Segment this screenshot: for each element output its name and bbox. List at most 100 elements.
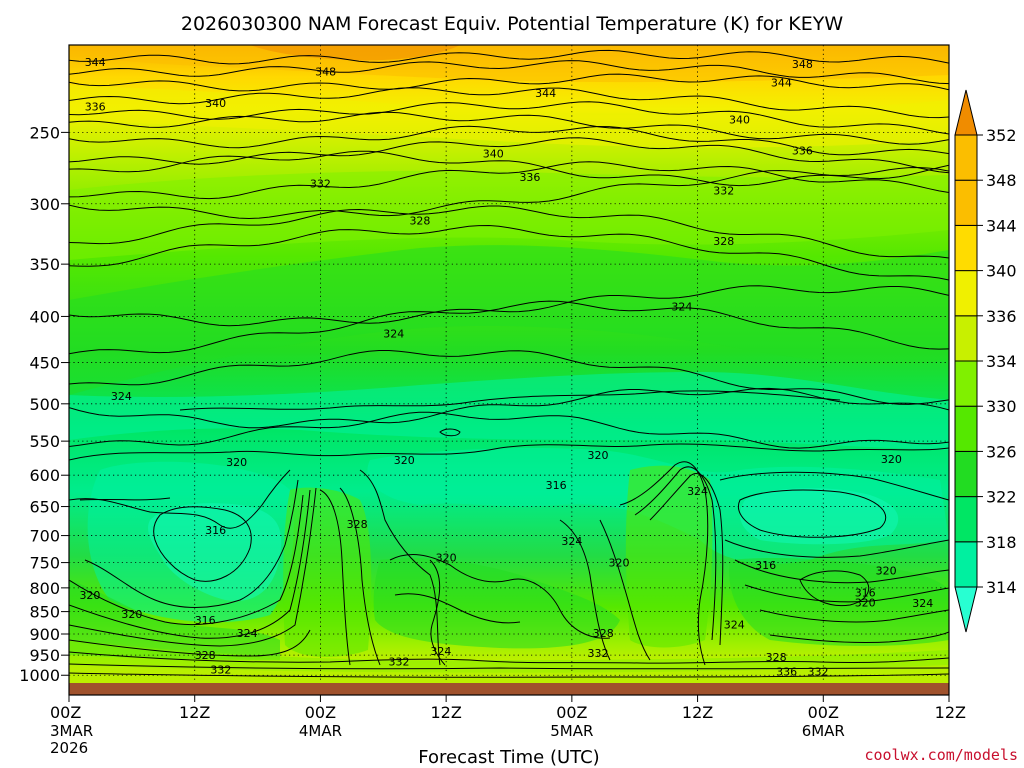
contour-line	[559, 519, 611, 661]
x-tick-label: 00Z	[305, 703, 336, 722]
contour-label: 336	[776, 665, 797, 678]
contour-line	[69, 49, 949, 65]
contour-label: 316	[205, 524, 226, 537]
contour-line	[724, 539, 949, 558]
contour-line	[69, 411, 949, 449]
credit-text: coolwx.com/models	[864, 746, 1018, 764]
contour-label: 348	[315, 65, 336, 78]
contour-line	[737, 489, 887, 538]
contour-line	[339, 487, 381, 666]
contour-line	[759, 609, 949, 623]
contour-line	[619, 461, 709, 666]
field-patch	[87, 461, 294, 623]
contour-label: 320	[588, 449, 609, 462]
contour-line	[84, 479, 299, 608]
x-tick-label: 12Z	[935, 703, 966, 722]
colorbar: 314 318 322 326 330 334 336 340 344 348 352	[954, 89, 1017, 633]
contour-line	[69, 73, 949, 92]
y-tick-label: 600	[29, 466, 60, 485]
contour-line	[179, 390, 841, 411]
contour-label: 332	[808, 665, 829, 678]
grid-lines	[69, 45, 949, 683]
contour-label: 324	[383, 328, 404, 341]
colorbar-label: 352	[986, 126, 1017, 145]
contour-line	[69, 111, 949, 145]
contour-line	[69, 285, 949, 327]
x-tick-label: 12Z	[430, 703, 461, 722]
x-axis-label: Forecast Time (UTC)	[418, 747, 599, 768]
contour-line	[394, 593, 521, 624]
contour-label: 340	[729, 114, 750, 127]
colorbar-swatch	[954, 270, 978, 317]
y-tick-label: 400	[29, 307, 60, 326]
field-patch	[69, 665, 949, 683]
contour-label: 336	[85, 100, 106, 113]
contour-line	[69, 629, 311, 657]
contour-label: 336	[519, 171, 540, 184]
contour-line	[599, 519, 651, 661]
y-tick-label: 450	[29, 354, 60, 373]
plot-frame	[68, 44, 950, 696]
y-tick-label: 250	[29, 123, 60, 142]
colorbar-label: 334	[986, 352, 1017, 371]
contour-line	[69, 350, 949, 405]
contour-line	[389, 554, 611, 639]
contour-label: 340	[483, 148, 504, 161]
colorbar-label: 336	[986, 307, 1017, 326]
contour-line	[799, 570, 870, 607]
contour-line	[153, 506, 252, 582]
contour-label: 332	[588, 647, 609, 660]
chart-title: 2026030300 NAM Forecast Equiv. Potential…	[181, 13, 843, 35]
colorbar-swatch	[954, 134, 978, 181]
contour-line	[69, 125, 949, 156]
x-tick-sublabel: 3MAR	[50, 722, 93, 740]
contour-label: 328	[713, 235, 734, 248]
contour-line	[769, 631, 949, 643]
x-tick-label: 00Z	[50, 703, 81, 722]
colorbar-top-arrow	[954, 89, 978, 136]
contour-line	[69, 87, 949, 119]
field-patch	[283, 487, 372, 657]
contour-label: 344	[771, 76, 792, 89]
contour-label: 324	[111, 390, 132, 403]
contour-line	[69, 651, 949, 664]
colorbar-label: 348	[986, 171, 1017, 190]
colorbar-label: 326	[986, 442, 1017, 461]
contour-line	[69, 166, 949, 220]
contour-label: 328	[593, 627, 614, 640]
contour-label: 320	[226, 456, 247, 469]
contour-lines	[69, 49, 949, 678]
contour-line	[69, 60, 949, 85]
x-tick-label: 12Z	[179, 703, 210, 722]
y-tick-label: 650	[29, 498, 60, 517]
colorbar-swatch	[954, 179, 978, 226]
contour-label: 320	[609, 557, 630, 570]
contour-line	[744, 584, 949, 603]
y-tick-label: 850	[29, 603, 60, 622]
contour-label: 320	[121, 608, 142, 621]
y-tick-label: 750	[29, 554, 60, 573]
y-tick-label: 300	[29, 195, 60, 214]
contour-label: 316	[855, 587, 876, 600]
colorbar-swatch	[954, 541, 978, 588]
contour-line	[69, 443, 949, 461]
contour-line	[319, 489, 351, 666]
contour-line	[69, 224, 949, 281]
contour-label: 324	[561, 535, 582, 548]
contour-label: 324	[912, 597, 933, 610]
contour-label: 348	[792, 58, 813, 71]
contour-label: 332	[310, 178, 331, 191]
contour-line	[69, 205, 949, 259]
contour-line	[649, 473, 724, 646]
y-tick-label: 700	[29, 527, 60, 546]
contour-label: 316	[546, 479, 567, 492]
contour-line	[69, 300, 949, 355]
contour-label: 328	[409, 214, 430, 227]
contour-label: 320	[436, 551, 457, 564]
contour-line	[359, 469, 441, 666]
contour-label: 324	[237, 627, 258, 640]
x-tick-label: 12Z	[682, 703, 713, 722]
y-tick-label: 1000	[19, 666, 60, 685]
